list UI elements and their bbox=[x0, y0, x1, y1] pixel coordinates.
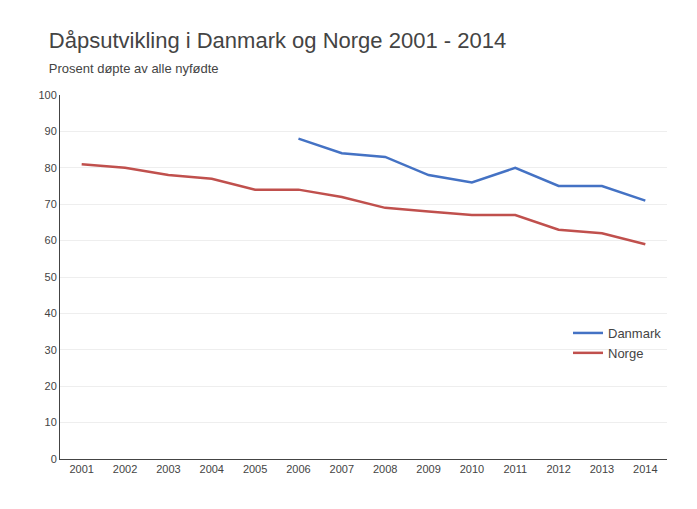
svg-text:2004: 2004 bbox=[200, 463, 224, 475]
svg-text:80: 80 bbox=[45, 162, 57, 174]
svg-text:40: 40 bbox=[45, 307, 57, 319]
svg-text:2008: 2008 bbox=[373, 463, 397, 475]
svg-text:90: 90 bbox=[45, 125, 57, 137]
svg-text:Dåpsutvikling i Danmark og Nor: Dåpsutvikling i Danmark og Norge 2001 - … bbox=[49, 28, 506, 53]
svg-text:2011: 2011 bbox=[503, 463, 527, 475]
svg-text:20: 20 bbox=[45, 380, 57, 392]
svg-text:2003: 2003 bbox=[156, 463, 180, 475]
svg-text:2009: 2009 bbox=[416, 463, 440, 475]
svg-text:60: 60 bbox=[45, 234, 57, 246]
svg-text:70: 70 bbox=[45, 198, 57, 210]
svg-text:30: 30 bbox=[45, 344, 57, 356]
svg-text:2010: 2010 bbox=[460, 463, 484, 475]
svg-text:2012: 2012 bbox=[546, 463, 570, 475]
svg-text:100: 100 bbox=[38, 89, 56, 101]
svg-text:2006: 2006 bbox=[286, 463, 310, 475]
svg-text:50: 50 bbox=[45, 271, 57, 283]
svg-text:Norge: Norge bbox=[608, 346, 643, 361]
svg-text:2014: 2014 bbox=[633, 463, 657, 475]
svg-text:2001: 2001 bbox=[69, 463, 93, 475]
svg-text:2002: 2002 bbox=[113, 463, 137, 475]
svg-text:Danmark: Danmark bbox=[608, 326, 661, 341]
svg-text:0: 0 bbox=[51, 453, 57, 465]
svg-text:2005: 2005 bbox=[243, 463, 267, 475]
svg-text:2007: 2007 bbox=[330, 463, 354, 475]
svg-text:10: 10 bbox=[45, 416, 57, 428]
svg-text:2013: 2013 bbox=[590, 463, 614, 475]
svg-text:Prosent døpte av alle nyfødte: Prosent døpte av alle nyfødte bbox=[49, 61, 219, 76]
